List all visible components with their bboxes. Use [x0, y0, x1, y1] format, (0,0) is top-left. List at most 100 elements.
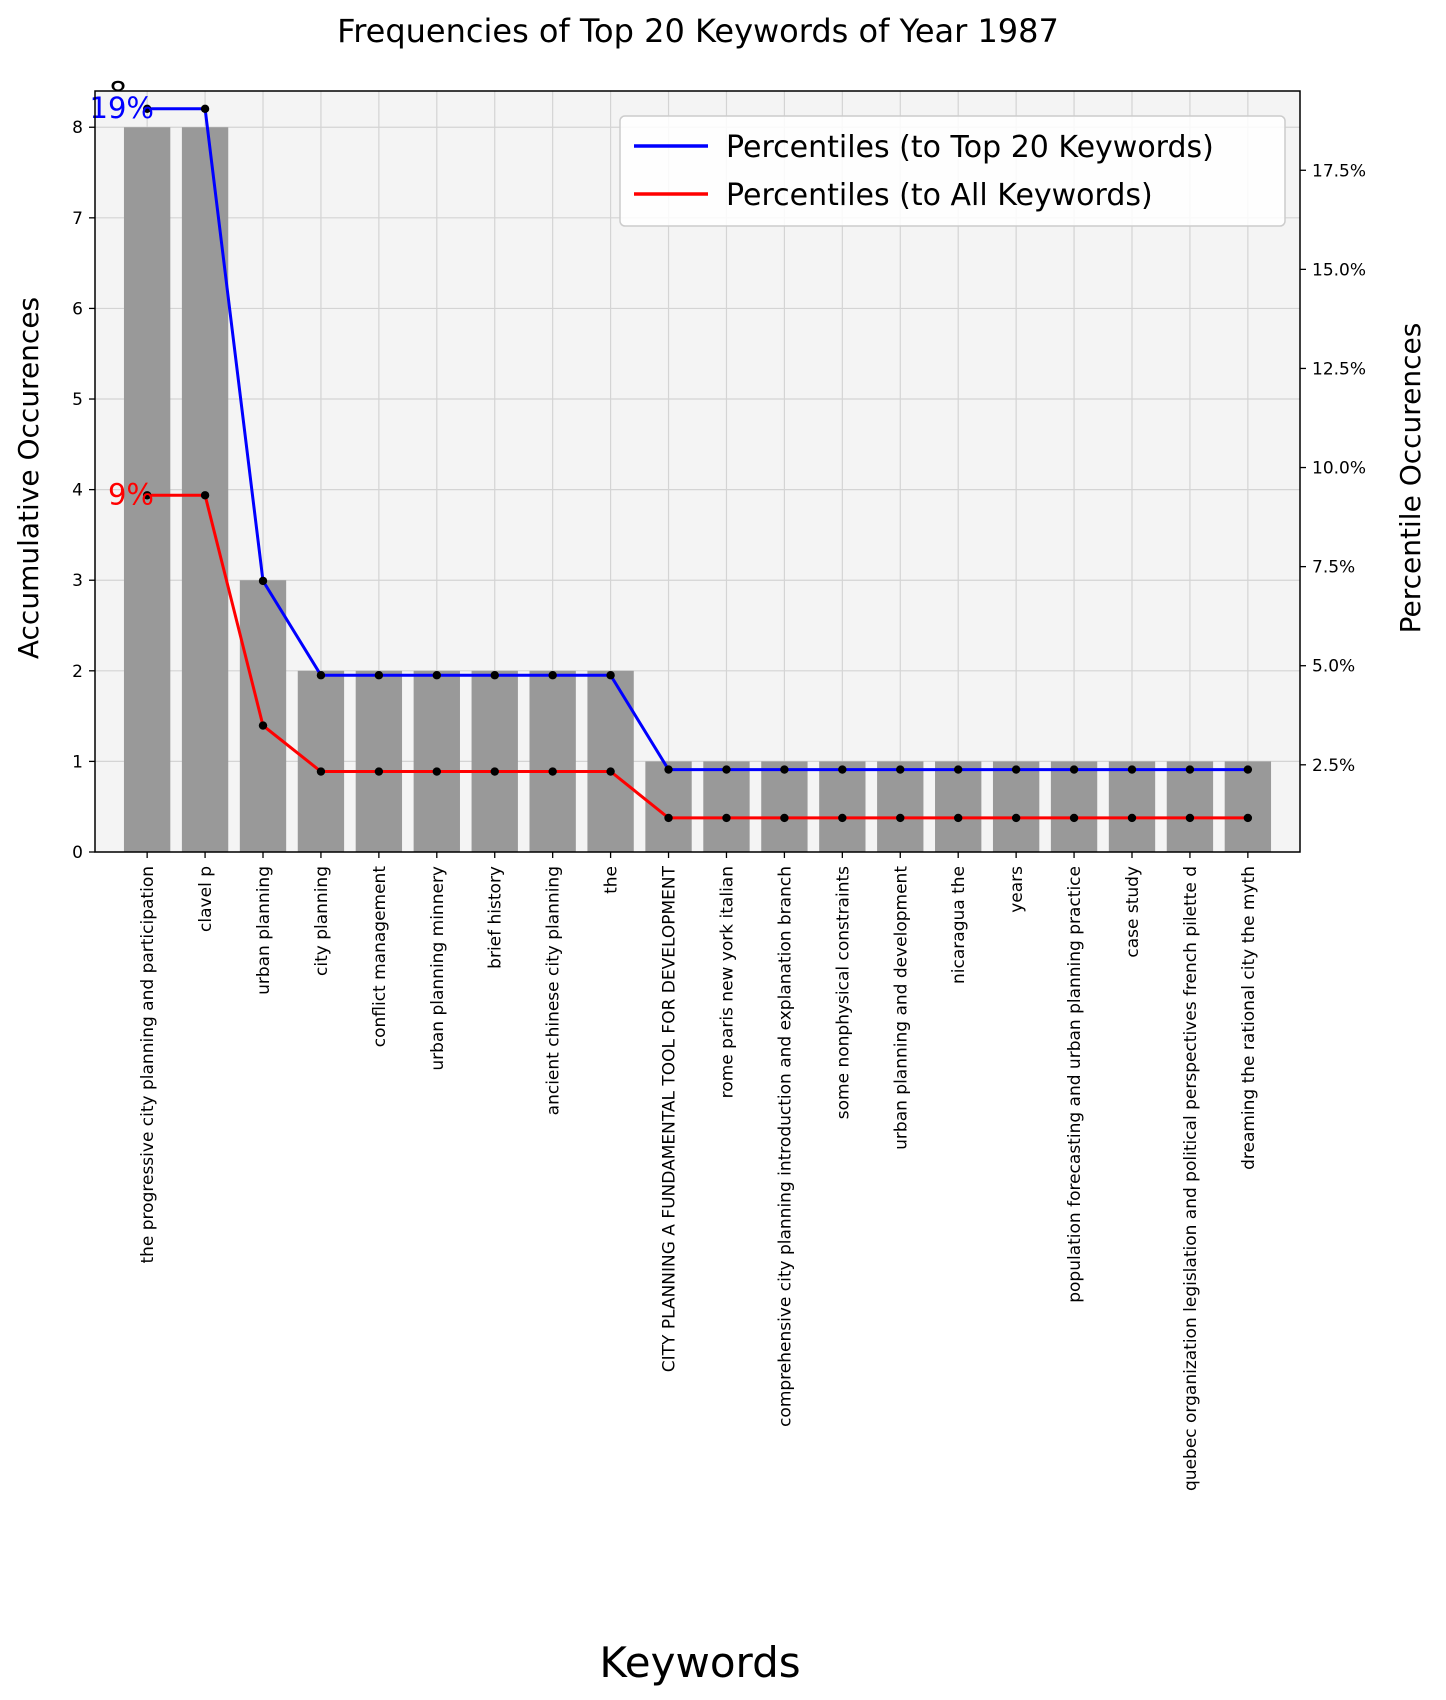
bar	[1108, 761, 1156, 852]
y2-tick-label: 10.0%	[1312, 459, 1366, 479]
series-line	[147, 107, 1248, 772]
bar	[123, 127, 171, 852]
series-point	[896, 765, 905, 774]
series-point	[780, 765, 789, 774]
series-point	[722, 765, 731, 774]
y2-tick-label: 12.5%	[1312, 359, 1366, 379]
x-tick-label: brief history	[486, 866, 506, 969]
y-tick-label: 3	[72, 571, 83, 591]
series-point	[432, 671, 442, 680]
bar	[761, 761, 808, 852]
series-point	[316, 767, 326, 776]
bar	[413, 670, 460, 852]
series-point	[548, 671, 557, 680]
bar	[1224, 761, 1272, 852]
x-tick-label: CITY PLANNING A FUNDAMENTAL TOOL FOR DEV…	[660, 865, 680, 1372]
y-tick-label: 6	[72, 299, 83, 319]
y-tick-label: 1	[72, 752, 83, 772]
series-point	[1127, 765, 1137, 774]
series-point	[1011, 813, 1021, 823]
series-point	[200, 104, 210, 114]
plot-frame	[94, 90, 1301, 853]
series-point	[432, 767, 442, 776]
y2-tick-label: 15.0%	[1312, 260, 1366, 280]
y-tick-label: 8	[72, 118, 83, 138]
series-point	[1185, 813, 1195, 823]
series-point	[896, 813, 905, 823]
series-point	[606, 671, 615, 680]
bar	[1166, 761, 1214, 852]
series-point	[258, 576, 268, 586]
bar	[471, 670, 518, 852]
x-tick-label: clavel p	[196, 866, 216, 932]
x-tick-label: population forecasting and urban plannin…	[1065, 866, 1085, 1303]
y2-tick-label: 7.5%	[1312, 558, 1355, 578]
bar	[1050, 761, 1098, 852]
series-point	[548, 767, 557, 776]
series-point	[200, 491, 210, 500]
series-first-label: 9%	[108, 477, 154, 511]
series-point	[490, 671, 499, 680]
series-point	[838, 813, 847, 823]
series-line	[147, 493, 1248, 820]
x-tick-label: years	[1007, 866, 1027, 913]
y-tick-label: 5	[72, 390, 83, 410]
series-point	[1069, 813, 1079, 823]
series-point	[490, 767, 499, 776]
legend-box	[619, 115, 1286, 227]
plot-area: 19% 9% 0 1 2 3 4 5 6 7 8 2.5% 5.0% 7.5% 10.0% 12.5% 15.0…	[72, 90, 1366, 1491]
bar	[297, 670, 345, 852]
series-point	[1185, 765, 1195, 774]
x-tick-label: conflict management	[370, 866, 390, 1048]
series-point	[1069, 765, 1079, 774]
bar	[703, 761, 750, 852]
x-tick-label: city planning	[312, 866, 332, 976]
y-tick-label: 4	[72, 481, 83, 501]
x-tick-label: ancient chinese city planning	[544, 866, 564, 1115]
series-first-label: 19%	[90, 91, 154, 125]
series-point	[374, 671, 384, 680]
x-tick-label: quebec organization legislation and poli…	[1181, 866, 1201, 1491]
bar	[529, 670, 576, 852]
series-point	[1243, 765, 1253, 774]
y2-tick-label: 2.5%	[1312, 756, 1355, 776]
x-tick-label: urban planning	[254, 866, 274, 995]
series-point	[142, 491, 152, 500]
series-point	[316, 671, 326, 680]
bar	[355, 670, 403, 852]
series-point	[838, 765, 847, 774]
x-tick-label: the	[602, 866, 622, 894]
y2-axis-label: Percentile Occurences	[1394, 323, 1427, 634]
series-point	[142, 104, 152, 114]
x-tick-label: urban planning minnery	[428, 866, 448, 1071]
series-point	[664, 765, 673, 774]
bar	[181, 127, 229, 852]
series-point	[1127, 813, 1137, 823]
series-point	[722, 813, 731, 823]
x-tick-label: the progressive city planning and partic…	[138, 866, 158, 1264]
series-point	[953, 813, 963, 823]
x-tick-label: case study	[1123, 866, 1143, 958]
bar	[992, 761, 1040, 852]
y-axis-label: Accumulative Occurences	[12, 297, 45, 659]
y-tick-label: 7	[72, 209, 83, 229]
x-tick-label: rome paris new york italian	[718, 866, 738, 1098]
bar	[819, 761, 866, 852]
series-point	[664, 813, 673, 823]
series-point	[374, 767, 384, 776]
x-axis-label: Keywords	[599, 1638, 800, 1687]
bar	[877, 761, 924, 852]
legend: Percentiles (to Top 20 Keywords) Percenti…	[619, 115, 1286, 227]
series-point	[780, 813, 789, 823]
y-tick-label: 2	[72, 662, 83, 682]
x-tick-label: nicaragua the	[949, 866, 969, 984]
x-tick-label: some nonphysical constraints	[833, 866, 853, 1119]
bar	[239, 580, 287, 852]
bar	[587, 670, 634, 852]
y2-tick-label: 5.0%	[1312, 657, 1355, 677]
y-tick-label: 0	[72, 843, 83, 863]
legend-label: Percentiles (to Top 20 Keywords)	[726, 130, 1214, 165]
y2-tick-label: 17.5%	[1312, 161, 1366, 181]
legend-label: Percentiles (to All Keywords)	[726, 178, 1153, 213]
series-point	[258, 721, 268, 730]
